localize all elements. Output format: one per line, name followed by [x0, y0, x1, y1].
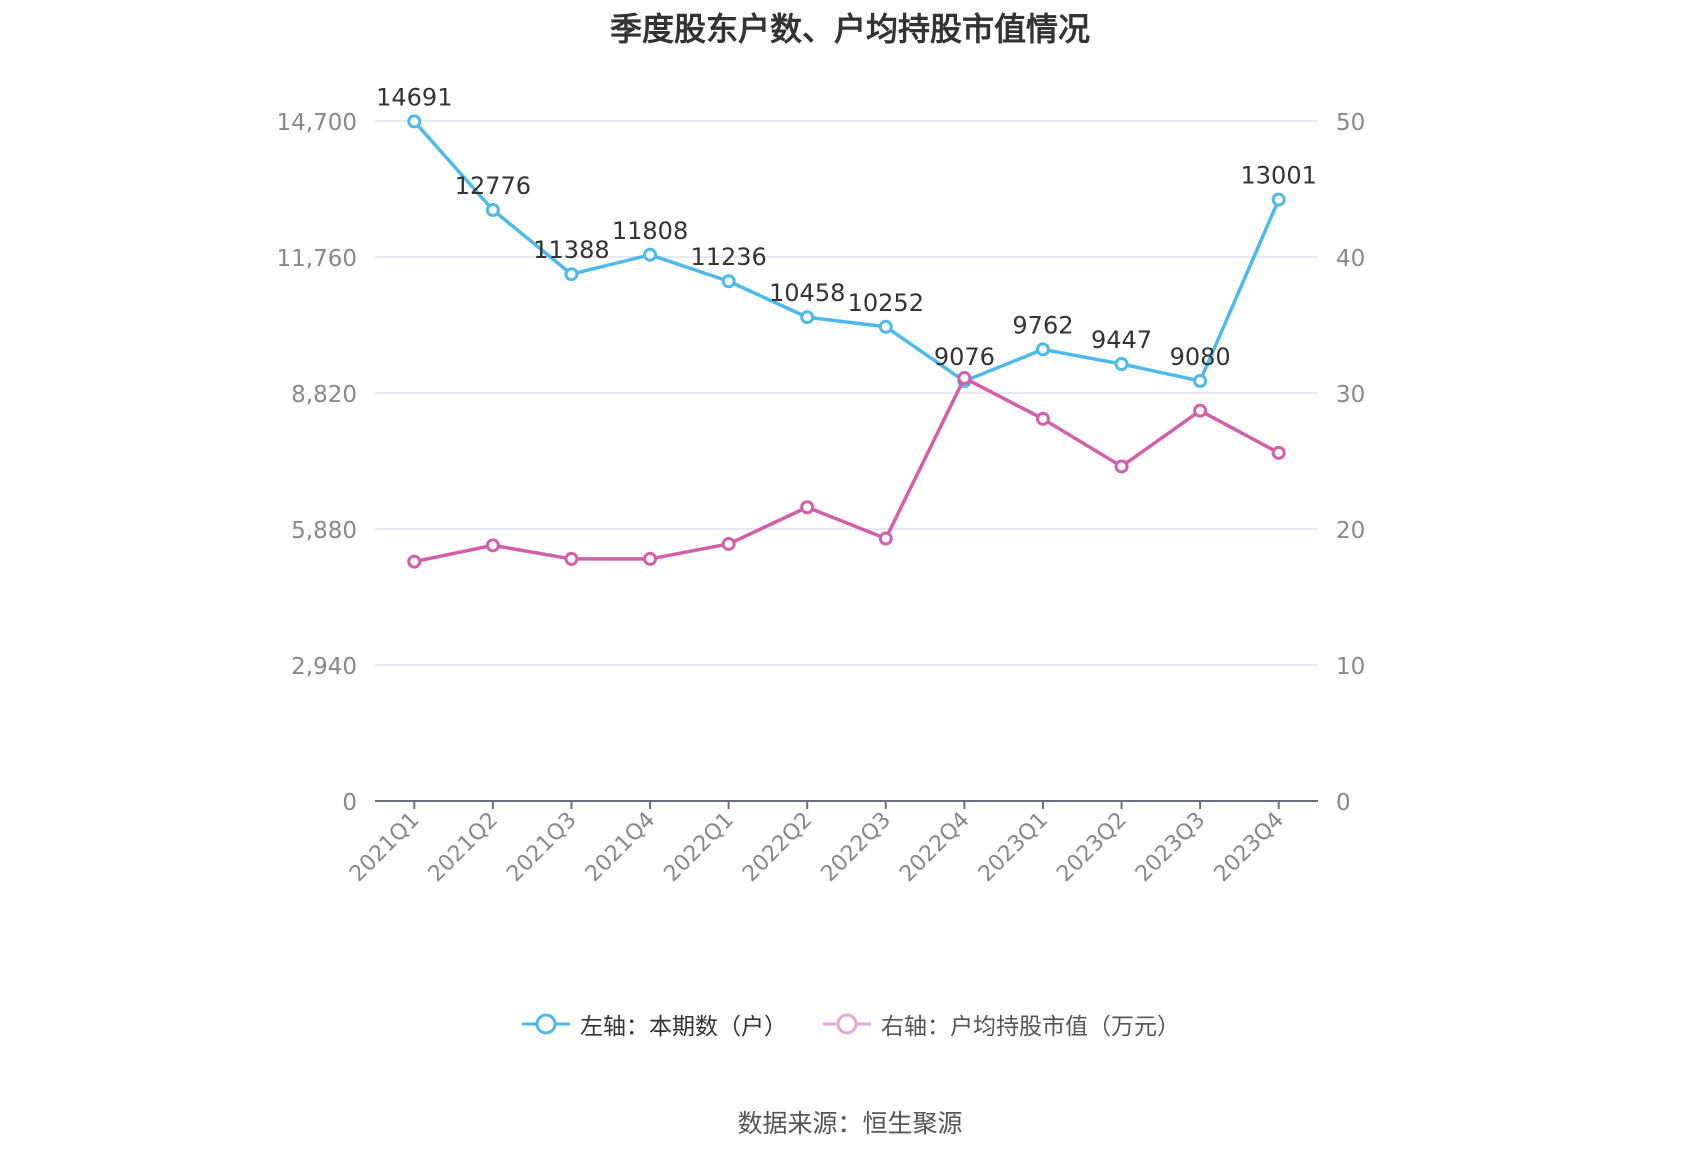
data-point-avg-value[interactable]	[1035, 411, 1050, 426]
x-axis-tick-label: 2022Q2	[738, 808, 817, 887]
right-axis-tick-label: 20	[1336, 518, 1365, 544]
data-point-avg-value[interactable]	[1193, 403, 1208, 418]
x-axis-tick-label: 2022Q3	[817, 808, 896, 887]
axes: 0 2,940 5,880 8,820 11,760 14,700 0 10 20 30 40 50 2…	[277, 110, 1366, 887]
data-source-note: 数据来源：恒生聚源	[737, 1109, 963, 1138]
x-axis-tick-label: 2023Q4	[1210, 808, 1289, 887]
data-point-avg-value[interactable]	[643, 551, 658, 566]
data-point-avg-value[interactable]	[800, 500, 815, 515]
data-point-avg-value[interactable]	[1114, 459, 1129, 474]
left-axis-tick-label: 0	[342, 790, 357, 816]
data-point-avg-value[interactable]	[957, 371, 972, 386]
data-point-avg-value[interactable]	[407, 554, 422, 569]
left-axis-tick-label: 14,700	[277, 110, 357, 136]
legend-label-households: 左轴：本期数（户）	[580, 1014, 787, 1040]
left-axis-tick-label: 5,880	[291, 518, 357, 544]
data-label: 12776	[455, 172, 531, 200]
data-point-avg-value[interactable]	[1271, 445, 1286, 460]
data-point-households[interactable]	[800, 310, 815, 325]
legend: 左轴：本期数（户） 右轴：户均持股市值（万元）	[0, 1004, 1700, 1044]
legend-marker-blue-icon	[522, 1013, 570, 1035]
data-point-avg-value[interactable]	[564, 551, 579, 566]
series-lines	[407, 114, 1286, 569]
x-axis-tick-label: 2021Q2	[424, 808, 503, 887]
data-label: 11236	[690, 243, 766, 271]
data-point-households[interactable]	[407, 114, 422, 129]
data-label: 9080	[1170, 343, 1231, 371]
data-label: 10252	[848, 289, 924, 317]
data-point-households[interactable]	[1035, 342, 1050, 357]
data-point-avg-value[interactable]	[878, 531, 893, 546]
data-label: 10458	[769, 279, 845, 307]
data-label: 14691	[376, 83, 452, 111]
data-label: 9076	[934, 343, 995, 371]
x-axis-tick-label: 2021Q1	[345, 808, 424, 887]
data-point-households[interactable]	[1193, 373, 1208, 388]
x-axis-tick-label: 2021Q4	[581, 808, 660, 887]
right-axis-tick-label: 30	[1336, 382, 1365, 408]
left-axis-tick-label: 2,940	[291, 654, 357, 680]
left-axis-tick-label: 11,760	[277, 246, 357, 272]
x-axis-tick-label: 2021Q3	[502, 808, 581, 887]
x-axis-tick-label: 2023Q1	[974, 808, 1053, 887]
data-point-avg-value[interactable]	[485, 538, 500, 553]
right-axis-tick-label: 10	[1336, 654, 1365, 680]
data-label: 11808	[612, 217, 688, 245]
left-axis-tick-label: 8,820	[291, 382, 357, 408]
right-axis-tick-label: 0	[1336, 790, 1351, 816]
data-label: 9447	[1091, 326, 1152, 354]
grid-lines	[375, 120, 1318, 666]
data-point-households[interactable]	[1114, 356, 1129, 371]
series-line-avg-value	[413, 376, 1280, 564]
x-axis-tick-label: 2022Q1	[659, 808, 738, 887]
right-axis-tick-label: 40	[1336, 246, 1365, 272]
legend-item-households[interactable]: 左轴：本期数（户）	[520, 1007, 787, 1041]
x-axis-tick-label: 2023Q2	[1052, 808, 1131, 887]
data-point-households[interactable]	[878, 319, 893, 334]
data-label: 11388	[533, 236, 609, 264]
chart-title: 季度股东户数、户均持股市值情况	[609, 10, 1090, 48]
data-label: 9762	[1012, 311, 1073, 339]
data-point-households[interactable]	[564, 267, 579, 282]
x-axis-tick-label: 2023Q3	[1131, 808, 1210, 887]
series-line-households	[412, 120, 1281, 383]
right-axis-tick-label: 50	[1336, 110, 1365, 136]
data-point-avg-value[interactable]	[721, 536, 736, 551]
data-label: 13001	[1241, 162, 1317, 190]
x-axis-tick-label: 2022Q4	[895, 808, 974, 887]
legend-marker-pink-icon	[823, 1013, 871, 1035]
legend-label-avg-value: 右轴：户均持股市值（万元）	[881, 1014, 1180, 1040]
legend-item-avg-value[interactable]: 右轴：户均持股市值（万元）	[821, 1007, 1180, 1041]
data-point-households[interactable]	[485, 203, 500, 218]
data-point-households[interactable]	[643, 247, 658, 262]
data-point-households[interactable]	[1271, 192, 1286, 207]
data-point-households[interactable]	[721, 274, 736, 289]
